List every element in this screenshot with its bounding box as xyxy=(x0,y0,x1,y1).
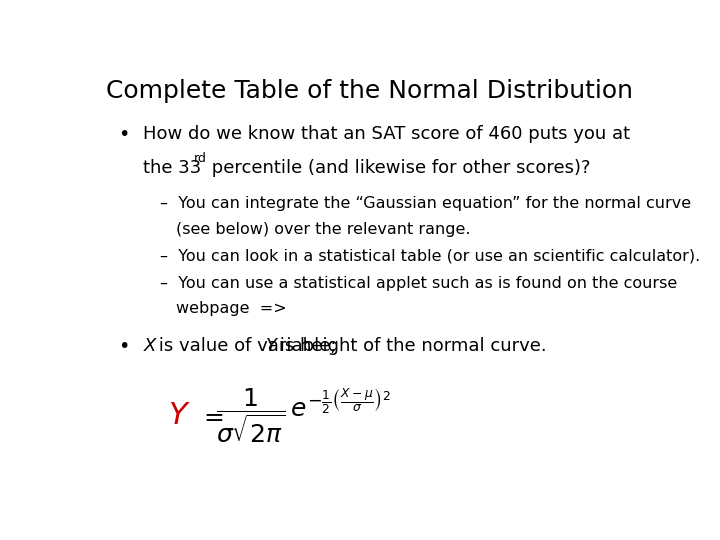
Text: percentile (and likewise for other scores)?: percentile (and likewise for other score… xyxy=(205,159,590,177)
Text: How do we know that an SAT score of 460 puts you at: How do we know that an SAT score of 460 … xyxy=(143,125,630,143)
Text: –  You can look in a statistical table (or use an scientific calculator).: – You can look in a statistical table (o… xyxy=(160,248,700,264)
Text: Complete Table of the Normal Distribution: Complete Table of the Normal Distributio… xyxy=(106,79,632,103)
Text: $\dfrac{1}{\sigma\sqrt{2\pi}}\,e^{-\frac{1}{2}\left(\frac{X-\mu}{\sigma}\right)^: $\dfrac{1}{\sigma\sqrt{2\pi}}\,e^{-\frac… xyxy=(215,387,391,445)
Text: •: • xyxy=(118,337,130,356)
Text: is height of the normal curve.: is height of the normal curve. xyxy=(274,337,546,355)
Text: –  You can integrate the “Gaussian equation” for the normal curve: – You can integrate the “Gaussian equati… xyxy=(160,196,691,211)
Text: $\it{X}$: $\it{X}$ xyxy=(143,337,158,355)
Text: (see below) over the relevant range.: (see below) over the relevant range. xyxy=(176,221,471,237)
Text: •: • xyxy=(118,125,130,144)
Text: –  You can use a statistical applet such as is found on the course: – You can use a statistical applet such … xyxy=(160,275,677,291)
Text: $\bf{\it{Y}}$: $\bf{\it{Y}}$ xyxy=(168,401,191,430)
Text: $\it{Y}$: $\it{Y}$ xyxy=(265,337,279,355)
Text: is value of variable;: is value of variable; xyxy=(153,337,348,355)
Text: webpage  =>: webpage => xyxy=(176,301,287,316)
Text: $=$: $=$ xyxy=(199,404,224,428)
Text: rd: rd xyxy=(194,152,207,165)
Text: the 33: the 33 xyxy=(143,159,202,177)
